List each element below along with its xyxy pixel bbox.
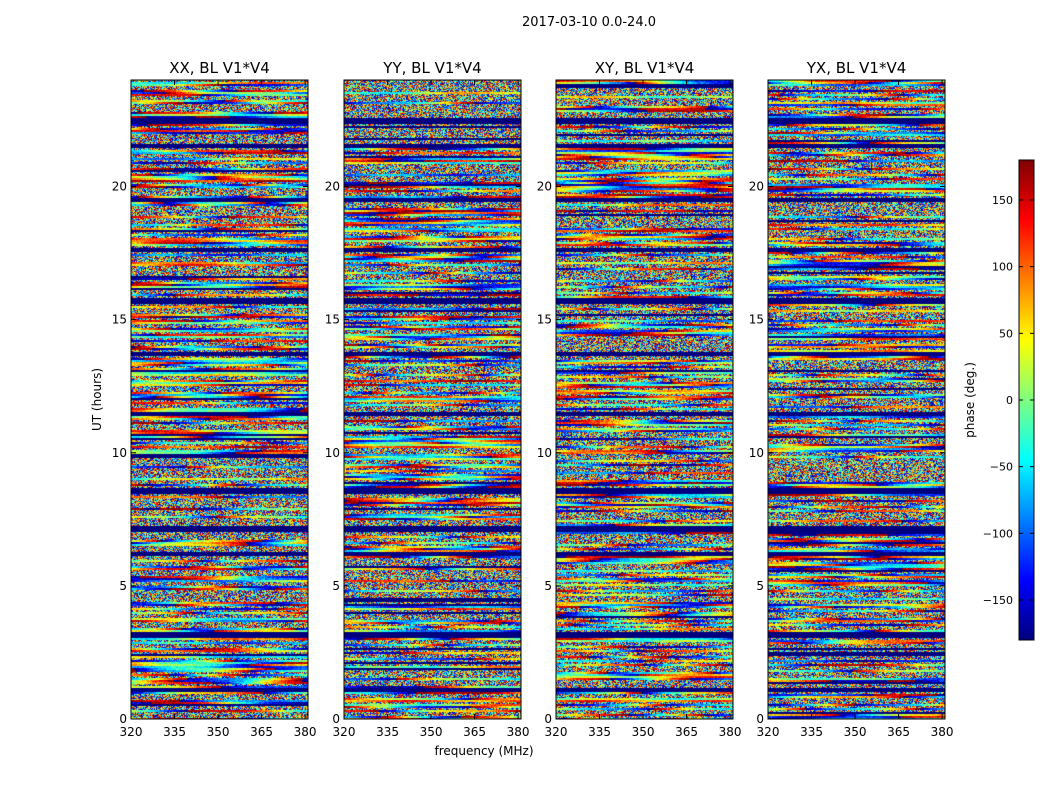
colorbar-tick-label: −150 [983, 594, 1013, 607]
axes-frame [767, 79, 946, 720]
heatmap-panel-4: YX, BL V1*V4 320 335 350 365 380 0 5 10 15 20 [749, 59, 954, 739]
colorbar-tick-label: 100 [992, 261, 1013, 274]
y-tick-label: 10 [537, 446, 552, 460]
x-tick-label: 365 [250, 725, 273, 739]
y-tick-label: 20 [749, 180, 764, 194]
x-tick-label: 380 [294, 725, 317, 739]
heatmap-image [131, 80, 308, 719]
y-axis-label: UT (hours) [90, 368, 104, 431]
heatmap-panel-1: XX, BL V1*V4 320 335 350 365 380 0 5 10 15 20 UT (h… [90, 59, 317, 739]
x-tick-label: 320 [333, 725, 356, 739]
y-tick-label: 15 [112, 313, 127, 327]
panels: XX, BL V1*V4 320 335 350 365 380 0 5 10 15 20 UT (h… [90, 59, 954, 758]
x-tick-label: 350 [420, 725, 443, 739]
y-tick-label: 10 [325, 446, 340, 460]
axes-frame [555, 79, 734, 720]
y-tick-label: 10 [749, 446, 764, 460]
x-tick-label: 320 [757, 725, 780, 739]
x-tick-label: 365 [675, 725, 698, 739]
y-tick-label: 10 [112, 446, 127, 460]
x-tick-label: 335 [588, 725, 611, 739]
y-tick-label: 5 [119, 579, 127, 593]
heatmap-panel-2: YY, BL V1*V4 320 335 350 365 380 0 5 10 15 20 frequ… [325, 59, 534, 758]
y-tick-label: 0 [119, 712, 127, 726]
x-tick-label: 380 [931, 725, 954, 739]
colorbar-tick-label: 150 [992, 194, 1013, 207]
x-tick-label: 350 [844, 725, 867, 739]
x-tick-label: 365 [887, 725, 910, 739]
panel-title: XX, BL V1*V4 [169, 59, 270, 77]
colorbar-tick-label: 50 [999, 327, 1013, 340]
colorbar-label: phase (deg.) [963, 362, 977, 438]
colorbar-tick-label: 0 [1006, 394, 1013, 407]
colorbar: 150 100 50 0 −50 −100 −150 phase (deg.) [963, 159, 1035, 641]
heatmap-image [768, 80, 945, 719]
x-tick-label: 335 [800, 725, 823, 739]
y-tick-label: 20 [325, 180, 340, 194]
x-tick-label: 350 [632, 725, 655, 739]
x-tick-label: 350 [207, 725, 230, 739]
heatmap-panel-3: XY, BL V1*V4 320 335 350 365 380 0 5 10 15 20 [537, 59, 742, 739]
y-tick-label: 15 [537, 313, 552, 327]
y-tick-label: 0 [544, 712, 552, 726]
figure-title: 2017-03-10 0.0-24.0 [522, 15, 656, 30]
axes-frame [343, 79, 522, 720]
x-tick-label: 365 [463, 725, 486, 739]
x-tick-label: 320 [120, 725, 143, 739]
y-tick-label: 20 [112, 180, 127, 194]
y-tick-label: 5 [332, 579, 340, 593]
y-tick-label: 5 [544, 579, 552, 593]
panel-title: XY, BL V1*V4 [595, 59, 695, 77]
panel-title: YY, BL V1*V4 [382, 59, 481, 77]
y-tick-label: 15 [749, 313, 764, 327]
x-tick-label: 320 [545, 725, 568, 739]
heatmap-image [344, 80, 521, 719]
y-tick-label: 0 [332, 712, 340, 726]
x-axis-label: frequency (MHz) [434, 744, 533, 758]
axes-frame [130, 79, 309, 720]
y-tick-label: 5 [756, 579, 764, 593]
colorbar-tick-label: −100 [983, 527, 1013, 540]
x-tick-label: 335 [376, 725, 399, 739]
panel-title: YX, BL V1*V4 [806, 59, 907, 77]
x-tick-label: 335 [163, 725, 186, 739]
y-tick-label: 15 [325, 313, 340, 327]
x-tick-label: 380 [719, 725, 742, 739]
y-tick-label: 20 [537, 180, 552, 194]
heatmap-image [556, 80, 733, 719]
colorbar-tick-label: −50 [990, 461, 1013, 474]
x-tick-label: 380 [507, 725, 530, 739]
y-tick-label: 0 [756, 712, 764, 726]
